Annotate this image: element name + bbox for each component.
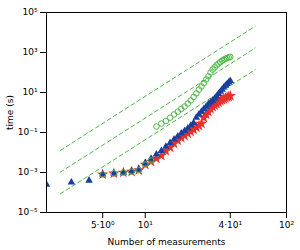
svg-text:10¹: 10¹ bbox=[138, 220, 153, 230]
svg-text:Number of measurements: Number of measurements bbox=[107, 237, 225, 247]
svg-text:10⁻³: 10⁻³ bbox=[18, 167, 38, 177]
svg-text:10²: 10² bbox=[279, 220, 294, 230]
svg-text:10¹: 10¹ bbox=[22, 87, 37, 97]
svg-text:10³: 10³ bbox=[22, 47, 37, 57]
svg-text:10⁻¹: 10⁻¹ bbox=[18, 127, 38, 137]
svg-text:10⁵: 10⁵ bbox=[22, 7, 37, 17]
svg-text:5·10⁰: 5·10⁰ bbox=[91, 220, 115, 230]
svg-text:time (s): time (s) bbox=[5, 95, 15, 130]
svg-text:10⁻⁵: 10⁻⁵ bbox=[18, 207, 38, 217]
svg-text:4·10¹: 4·10¹ bbox=[218, 220, 242, 230]
